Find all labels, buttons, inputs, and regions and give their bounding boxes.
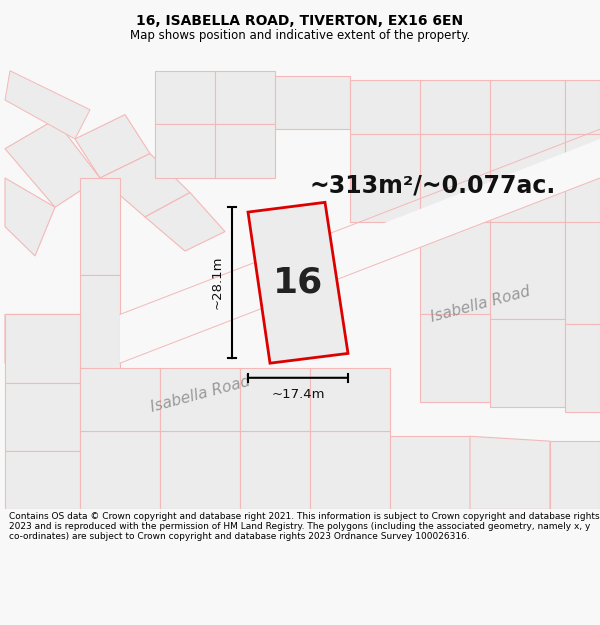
Polygon shape xyxy=(420,222,490,314)
Polygon shape xyxy=(215,71,275,124)
Polygon shape xyxy=(565,81,600,134)
Polygon shape xyxy=(248,202,348,363)
Polygon shape xyxy=(155,124,215,178)
Polygon shape xyxy=(390,436,470,509)
Polygon shape xyxy=(350,134,420,222)
Polygon shape xyxy=(160,368,240,431)
Polygon shape xyxy=(490,319,565,407)
Polygon shape xyxy=(550,441,600,509)
Polygon shape xyxy=(5,119,100,208)
Polygon shape xyxy=(155,71,215,124)
Polygon shape xyxy=(420,314,490,402)
Polygon shape xyxy=(240,431,310,509)
Polygon shape xyxy=(310,431,390,509)
Polygon shape xyxy=(100,154,190,217)
Text: ~17.4m: ~17.4m xyxy=(271,388,325,401)
Polygon shape xyxy=(420,134,490,222)
Polygon shape xyxy=(490,81,565,134)
Text: Contains OS data © Crown copyright and database right 2021. This information is : Contains OS data © Crown copyright and d… xyxy=(9,512,599,541)
Text: ~28.1m: ~28.1m xyxy=(211,256,224,309)
Polygon shape xyxy=(490,222,565,319)
Polygon shape xyxy=(120,139,600,363)
Polygon shape xyxy=(5,178,55,256)
Polygon shape xyxy=(160,431,240,509)
Polygon shape xyxy=(5,71,90,139)
Text: ~313m²/~0.077ac.: ~313m²/~0.077ac. xyxy=(310,174,556,198)
Polygon shape xyxy=(80,431,160,509)
Polygon shape xyxy=(80,276,120,373)
Polygon shape xyxy=(420,81,490,134)
Polygon shape xyxy=(5,451,80,509)
Polygon shape xyxy=(75,114,150,178)
Polygon shape xyxy=(310,368,390,431)
Polygon shape xyxy=(350,81,420,134)
Polygon shape xyxy=(5,382,80,451)
Text: 16: 16 xyxy=(272,266,323,300)
Polygon shape xyxy=(5,314,80,382)
Polygon shape xyxy=(275,76,350,129)
Polygon shape xyxy=(565,324,600,412)
Polygon shape xyxy=(490,134,565,222)
Polygon shape xyxy=(145,192,225,251)
Text: Map shows position and indicative extent of the property.: Map shows position and indicative extent… xyxy=(130,29,470,42)
Polygon shape xyxy=(80,178,120,276)
Polygon shape xyxy=(240,368,310,431)
Polygon shape xyxy=(215,124,275,178)
Text: Isabella Road: Isabella Road xyxy=(148,374,251,415)
Polygon shape xyxy=(565,134,600,227)
Text: 16, ISABELLA ROAD, TIVERTON, EX16 6EN: 16, ISABELLA ROAD, TIVERTON, EX16 6EN xyxy=(136,14,464,28)
Text: Isabella Road: Isabella Road xyxy=(428,284,532,325)
Polygon shape xyxy=(5,314,80,373)
Polygon shape xyxy=(565,222,600,324)
Polygon shape xyxy=(80,368,160,431)
Polygon shape xyxy=(470,436,550,509)
